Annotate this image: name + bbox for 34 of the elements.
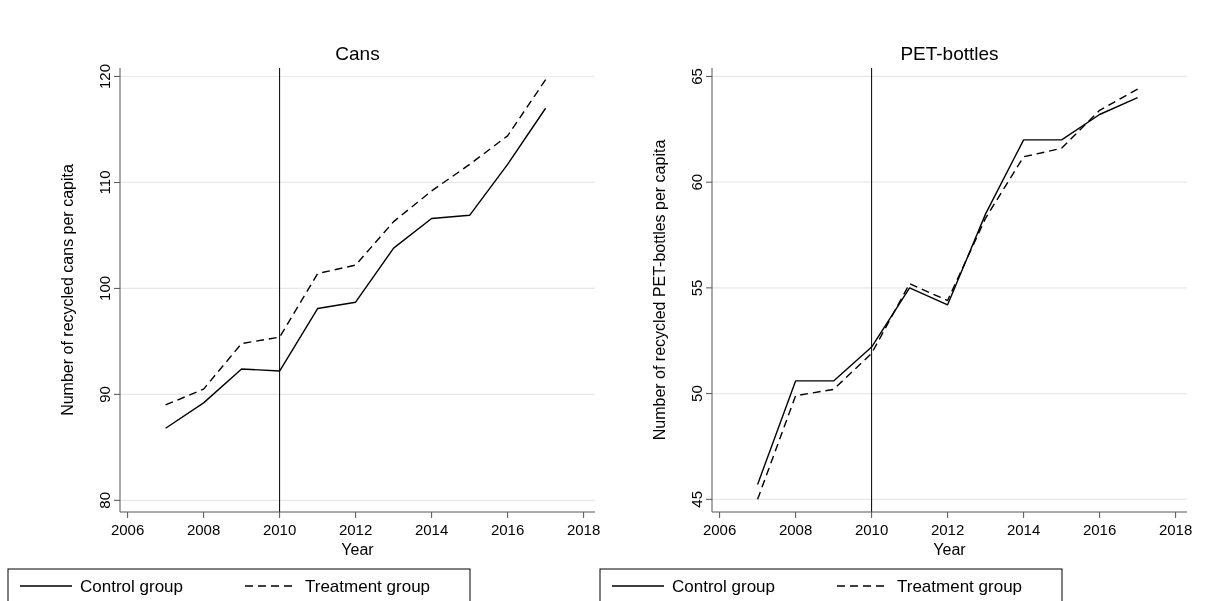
y-tick-label: 50 [688,385,705,402]
y-tick-label: 100 [96,275,113,301]
x-axis-title: Year [933,541,967,558]
legend-label: Control group [80,577,184,596]
y-tick-label: 90 [96,386,113,403]
x-tick-label: 2008 [186,521,221,538]
x-tick-label: 2008 [778,521,813,538]
chart-title: PET-bottles [900,43,999,64]
x-tick-label: 2016 [1082,521,1117,538]
x-tick-label: 2010 [854,521,889,538]
y-tick-label: 110 [96,170,113,195]
y-axis-title: Number of recycled PET-bottles per capita [651,139,668,441]
y-tick-label: 120 [96,63,113,89]
x-tick-label: 2006 [110,521,145,538]
x-tick-label: 2006 [702,521,737,538]
y-tick-label: 80 [96,492,113,509]
x-axis-title: Year [341,541,375,558]
y-tick-label: 60 [688,173,705,191]
y-axis-title: Number of recycled cans per capita [59,164,76,416]
x-tick-label: 2014 [414,521,449,538]
x-tick-label: 2018 [566,521,601,538]
y-tick-label: 45 [688,490,705,508]
legend-label: Treatment group [305,577,431,596]
x-tick-label: 2010 [262,521,297,538]
x-tick-label: 2018 [1158,521,1193,538]
x-tick-label: 2014 [1006,521,1041,538]
x-tick-label: 2012 [338,521,373,538]
chart-title: Cans [335,43,380,64]
y-tick-label: 55 [688,279,705,297]
y-tick-label: 65 [688,68,705,85]
legend-label: Control group [672,577,776,596]
legend-label: Treatment group [897,577,1023,596]
x-tick-label: 2016 [490,521,525,538]
x-tick-label: 2012 [930,521,965,538]
